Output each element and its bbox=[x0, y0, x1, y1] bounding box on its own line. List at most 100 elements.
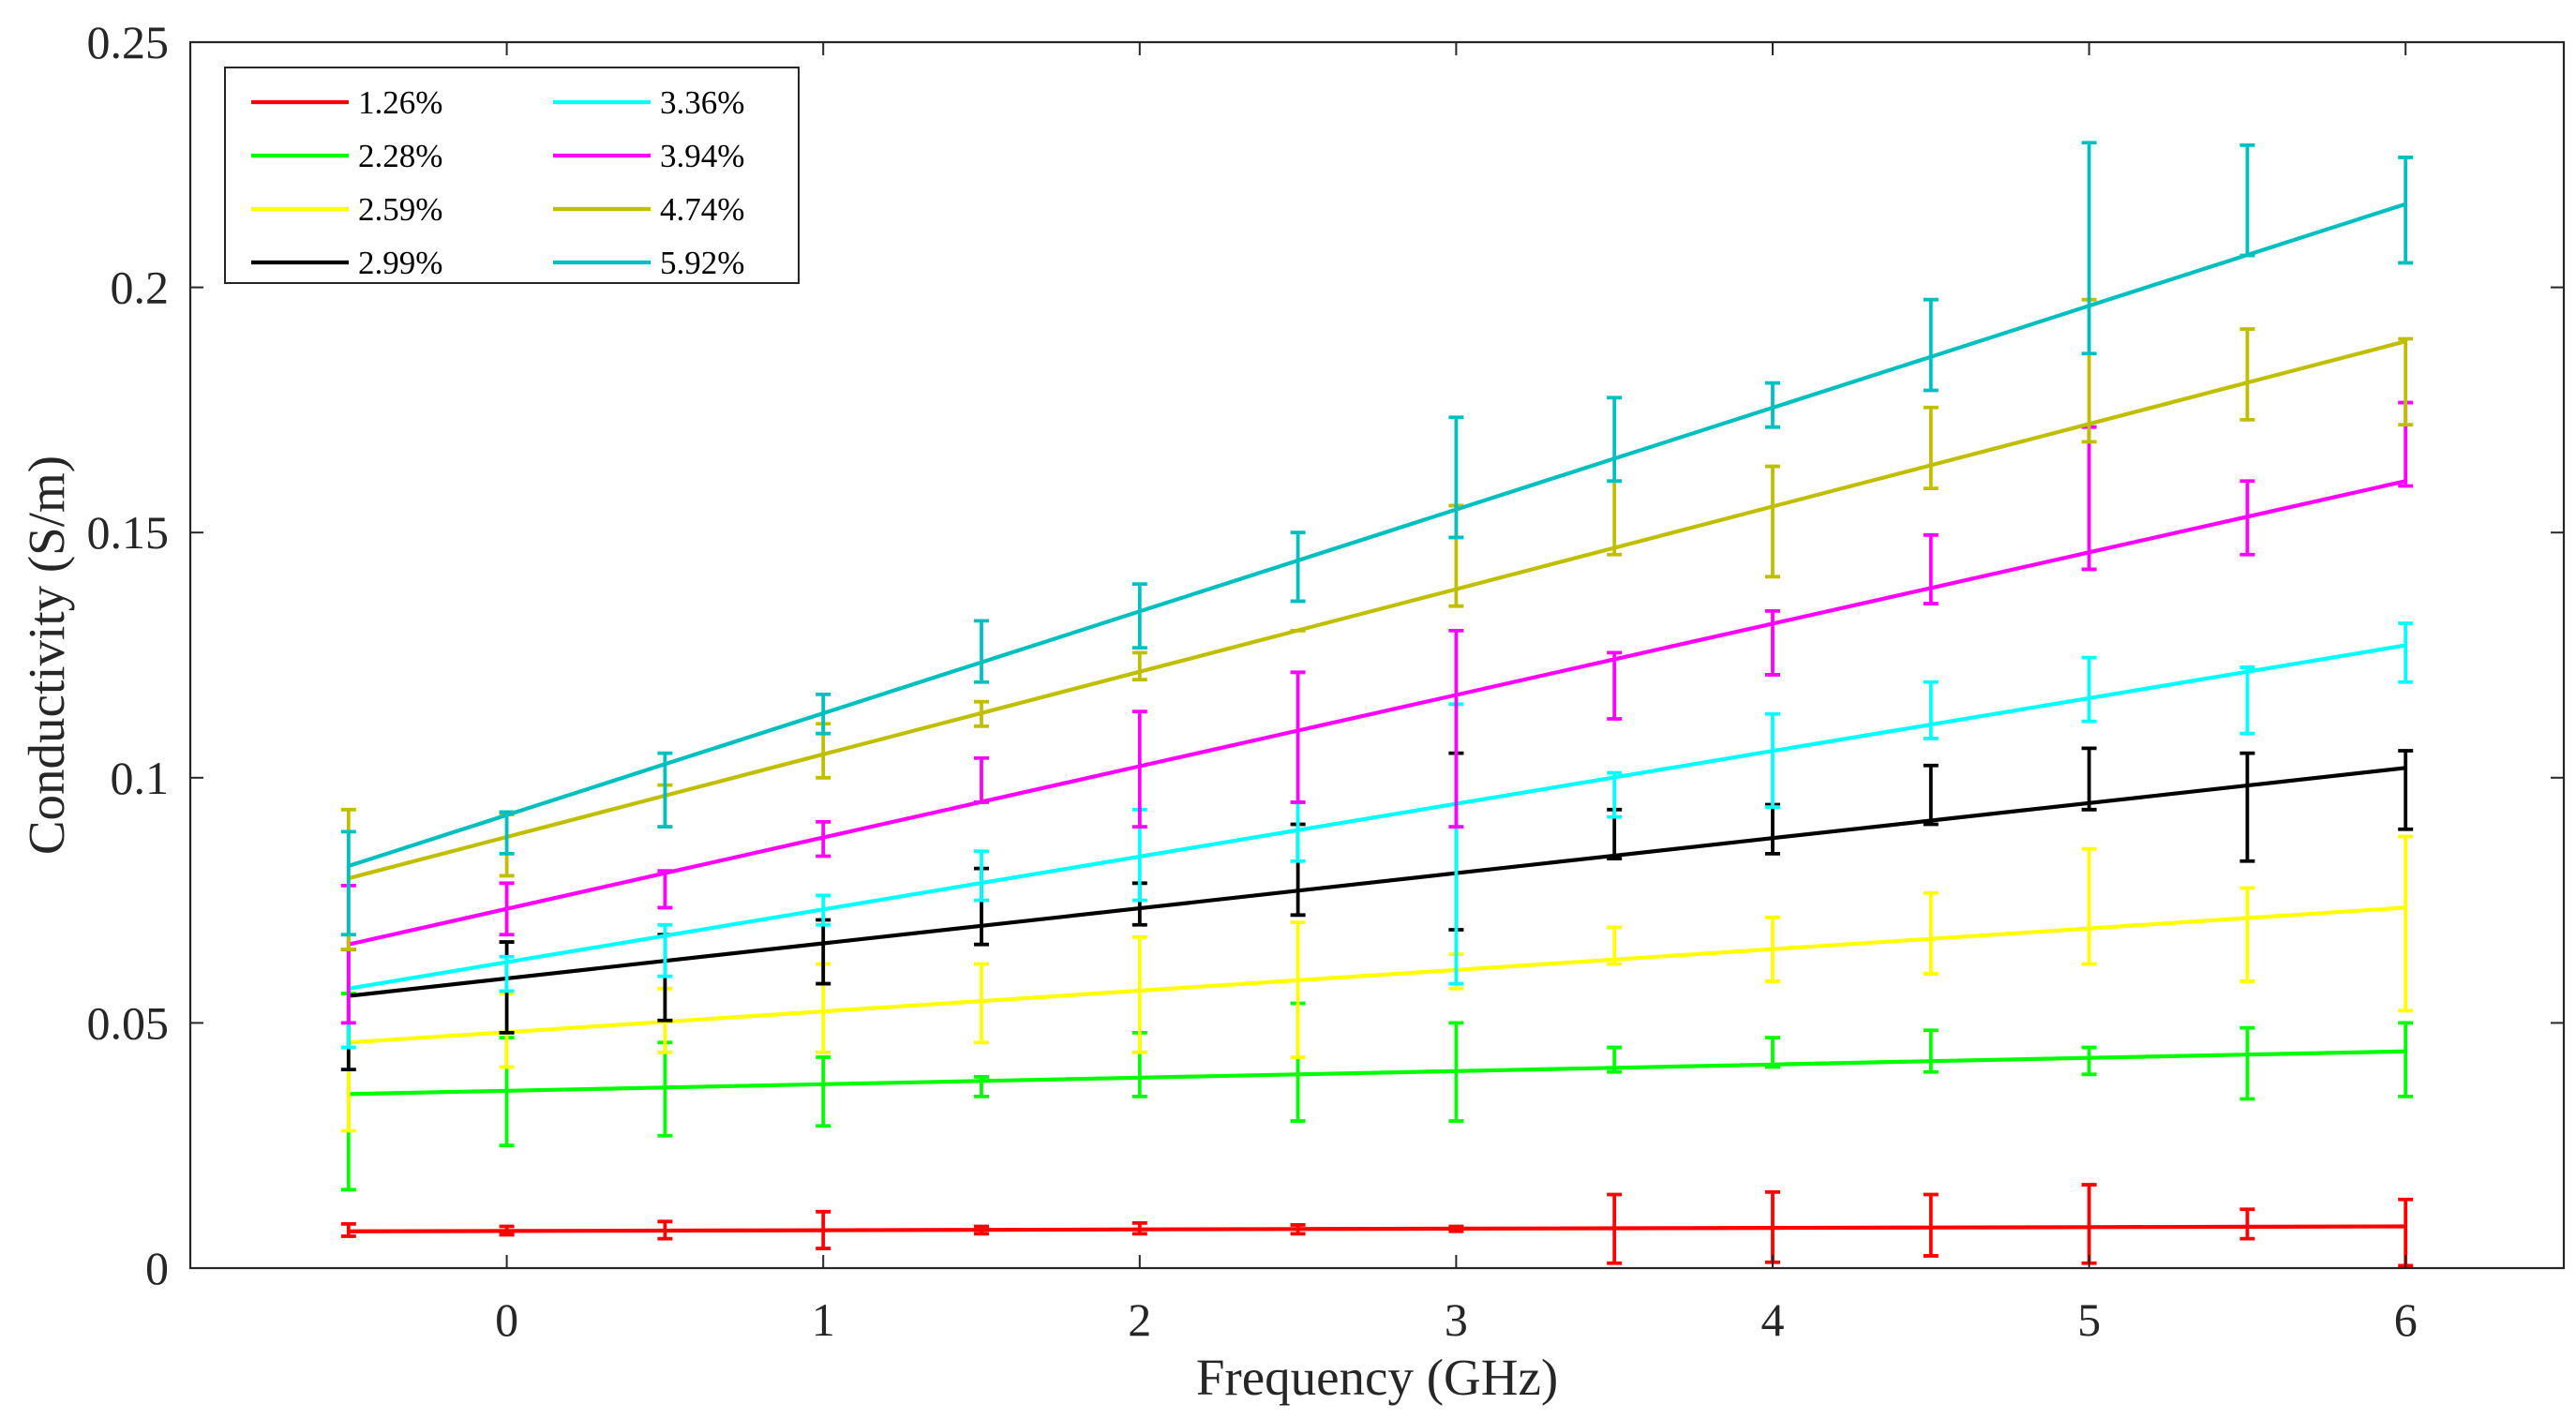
error-bar bbox=[816, 819, 831, 859]
axes: 0 1 2 3 4 5 6 0 0.05 0.1 0.15 0.2 0.25 Frequency (GHz… bbox=[18, 16, 2566, 1406]
error-bar bbox=[1765, 802, 1780, 856]
x-tick-label: 4 bbox=[1761, 1293, 1785, 1346]
error-bar bbox=[2081, 425, 2097, 572]
error-bar bbox=[1923, 532, 1939, 605]
error-bar bbox=[1765, 464, 1780, 579]
error-bar bbox=[1765, 1036, 1780, 1069]
error-bar bbox=[2239, 665, 2255, 736]
error-bar bbox=[2239, 479, 2255, 557]
error-bar bbox=[1765, 381, 1780, 429]
error-bar bbox=[1765, 916, 1780, 983]
error-bar bbox=[657, 869, 673, 910]
series-line bbox=[348, 1224, 2406, 1233]
error-bar bbox=[1131, 650, 1147, 682]
error-bar bbox=[657, 751, 673, 829]
error-bar bbox=[2081, 846, 2097, 966]
y-tick-label: 0.05 bbox=[87, 996, 170, 1049]
error-bar bbox=[1448, 1021, 1464, 1123]
error-bar bbox=[1290, 920, 1306, 1059]
error-bar bbox=[2239, 1025, 2255, 1101]
error-bar bbox=[1290, 670, 1306, 804]
series-5 bbox=[340, 400, 2414, 1025]
y-axis-title: Conductivity (S/m) bbox=[18, 456, 75, 855]
series-line bbox=[348, 905, 2406, 1045]
error-bar bbox=[499, 1224, 515, 1237]
error-bar bbox=[816, 893, 831, 927]
error-bar bbox=[1607, 1192, 1623, 1265]
series-line bbox=[348, 643, 2406, 991]
error-bar bbox=[816, 1209, 831, 1250]
legend-label: 2.99% bbox=[358, 245, 442, 281]
x-tick-label: 0 bbox=[495, 1293, 518, 1346]
error-bar bbox=[974, 1075, 989, 1098]
series-6 bbox=[340, 297, 2414, 951]
error-bar bbox=[2239, 886, 2255, 983]
error-bar bbox=[1607, 396, 1623, 484]
error-bar bbox=[1607, 770, 1623, 819]
error-bar bbox=[1607, 479, 1623, 557]
legend-label: 4.74% bbox=[660, 191, 744, 228]
y-tick-label: 0.15 bbox=[87, 506, 170, 559]
error-bar bbox=[974, 1224, 989, 1236]
series-line bbox=[348, 1049, 2406, 1097]
legend-label: 3.94% bbox=[660, 138, 744, 174]
error-bar bbox=[974, 849, 989, 903]
error-bar bbox=[974, 962, 989, 1045]
error-bar bbox=[2081, 655, 2097, 724]
y-tick-label: 0 bbox=[145, 1242, 169, 1294]
error-bar bbox=[1607, 925, 1623, 966]
y-tick-label: 0.2 bbox=[111, 261, 170, 314]
series-line bbox=[348, 339, 2406, 881]
error-bar bbox=[1607, 1045, 1623, 1074]
error-bar bbox=[1923, 1192, 1939, 1258]
error-bar bbox=[1448, 628, 1464, 829]
error-bar bbox=[2398, 1021, 2414, 1098]
y-tick-label: 0.1 bbox=[111, 752, 170, 804]
series-line bbox=[348, 202, 2406, 868]
error-bar bbox=[657, 922, 673, 978]
error-bar bbox=[974, 699, 989, 728]
error-bar bbox=[1923, 763, 1939, 827]
error-bar bbox=[974, 619, 989, 684]
series-line bbox=[348, 766, 2406, 998]
error-bar bbox=[2239, 751, 2255, 863]
error-bar bbox=[1131, 582, 1147, 650]
x-tick-label: 3 bbox=[1445, 1293, 1468, 1346]
x-axis-title: Frequency (GHz) bbox=[1196, 1349, 1558, 1406]
x-tick-label: 5 bbox=[2077, 1293, 2101, 1346]
error-bar bbox=[1448, 415, 1464, 540]
x-tick-label: 2 bbox=[1128, 1293, 1151, 1346]
series-line bbox=[348, 479, 2406, 947]
legend-label: 2.59% bbox=[358, 191, 442, 228]
series-4 bbox=[340, 621, 2414, 1050]
legend-label: 2.28% bbox=[358, 138, 442, 174]
axes-box bbox=[188, 40, 2566, 1270]
error-bar bbox=[2398, 749, 2414, 831]
error-bar bbox=[1131, 1220, 1147, 1236]
legend-label: 5.92% bbox=[660, 245, 744, 281]
series-0 bbox=[340, 1183, 2414, 1268]
error-bar bbox=[2081, 746, 2097, 812]
error-bar bbox=[340, 829, 356, 937]
error-bar bbox=[1923, 297, 1939, 393]
error-bar bbox=[1448, 1224, 1464, 1233]
legend-label: 3.36% bbox=[660, 84, 744, 121]
error-bar bbox=[1131, 710, 1147, 829]
error-bar bbox=[499, 810, 515, 856]
error-bar bbox=[1923, 405, 1939, 491]
error-bar bbox=[1765, 711, 1780, 810]
plot-area bbox=[340, 141, 2414, 1268]
error-bar bbox=[2081, 1045, 2097, 1077]
error-bar bbox=[499, 881, 515, 937]
error-bar bbox=[340, 1222, 356, 1238]
x-tick-label: 1 bbox=[812, 1293, 835, 1346]
error-bar bbox=[2398, 156, 2414, 265]
error-bar bbox=[499, 954, 515, 993]
error-bar bbox=[816, 1055, 831, 1128]
error-bar bbox=[974, 755, 989, 804]
error-bar bbox=[2239, 1207, 2255, 1241]
error-bar bbox=[1131, 934, 1147, 1054]
error-bar bbox=[1923, 890, 1939, 976]
error-bar bbox=[1923, 1028, 1939, 1074]
error-bar bbox=[2081, 141, 2097, 356]
